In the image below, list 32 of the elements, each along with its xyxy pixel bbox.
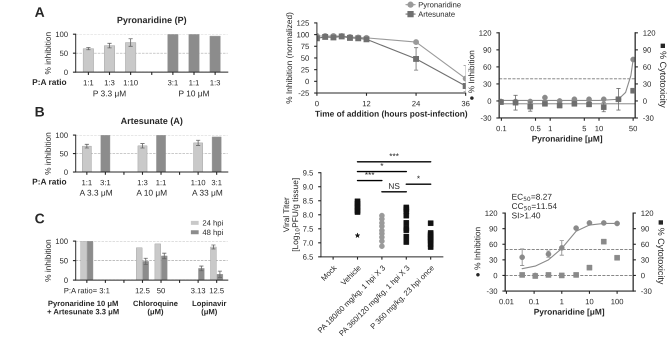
y-axis-title: % inhibition [44,32,51,74]
text: A [34,7,44,17]
text: P:A ratio [32,78,66,86]
chart-title: Pyronaridine (P) [117,16,186,25]
annotation: SI>1.40 [512,212,540,218]
x-axis-title: Pyronaridine [μM] [532,136,602,144]
text: P 3.3 μM [94,90,126,98]
y2-axis-title: ■ % Cytotoxicity [656,220,665,284]
y-axis-title: ● % Inhibition [468,50,474,100]
y2-axis-title: ■ % Cytotoxicity [658,44,667,108]
text: B [36,106,44,117]
annotation: NS [388,183,400,190]
text: C [35,214,44,224]
y-axis-title: ● % Inhibition [474,227,480,277]
text: CC$_{50}$=11.54 [512,203,557,210]
text: P 10 μM [179,90,209,98]
text: * [380,163,384,166]
text: P:A ratio [32,178,66,185]
text: EC$_{50}$=8.27 [512,194,552,202]
chart-title: Artesunate (A) [120,117,182,126]
y-axis-title: % inhibition [44,132,51,175]
y-axis-title: % Inhibition (normalized) [286,12,294,104]
y-axis-title: % inhibition [44,240,51,282]
text: *** [389,153,399,156]
annotation: *** [364,172,374,175]
y-axis-title: Viral Titer [Log$_{10}$PFU/g tissue] [283,178,300,252]
text: A 33 μM [192,190,222,198]
x-axis-title: Pyronaridine [μM] [534,308,604,316]
text: A 10 μM [136,190,166,198]
text: A 3.3 μM [80,190,112,198]
annotation: * [416,176,420,179]
x-axis-title: Time of addition (hours post-infection) [315,110,468,118]
